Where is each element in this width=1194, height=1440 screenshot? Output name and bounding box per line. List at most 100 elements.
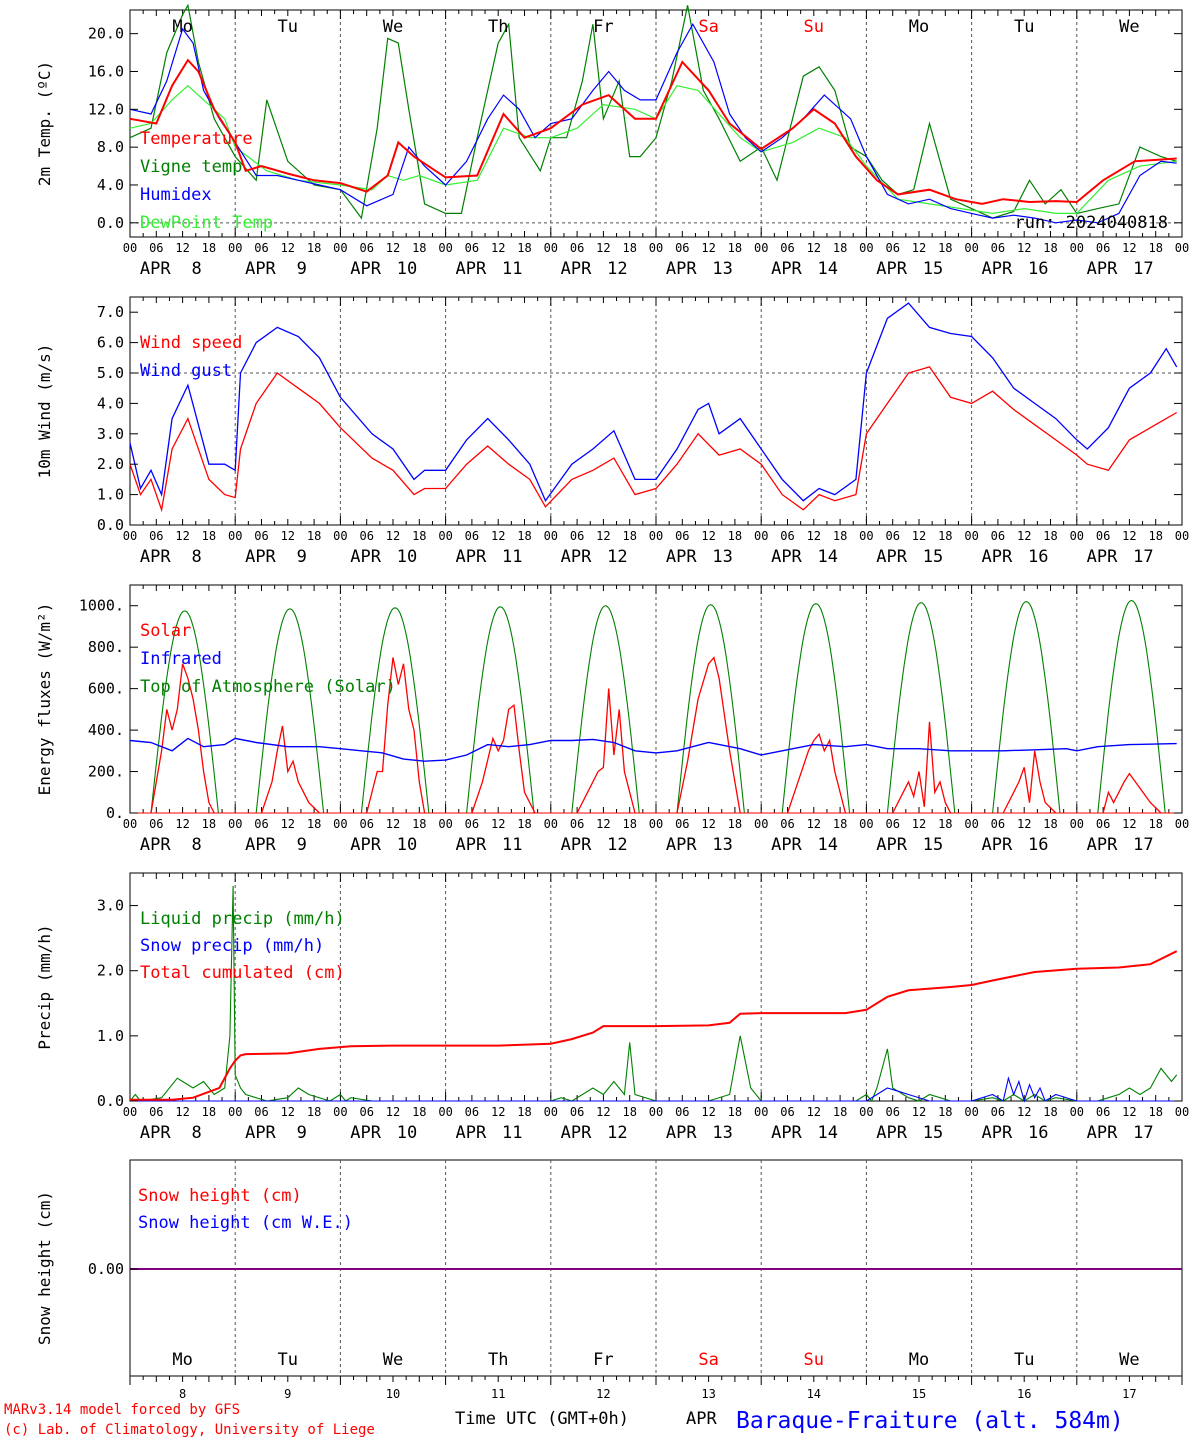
hour-tick-label: 12: [175, 529, 189, 543]
date-day-label: 12: [607, 547, 627, 567]
hour-tick-label: 00: [438, 529, 452, 543]
energy-panel: 00 06 12 18 00 06 12 18 00 06 12 18 00 06 12 18 00 06 12 18…: [35, 584, 1189, 855]
y-tick-label: 400.: [88, 721, 124, 739]
hour-tick-label: 12: [281, 241, 295, 255]
hour-tick-label: 18: [1148, 817, 1162, 831]
hour-tick-label: 12: [491, 241, 505, 255]
series-wind-gust: [129, 302, 1178, 503]
hour-tick-label: 00: [544, 529, 558, 543]
date-day-label: 16: [1028, 835, 1048, 855]
date-month-label: APR: [140, 259, 171, 279]
date-day-label: 8: [191, 835, 201, 855]
hour-tick-label: 18: [517, 241, 531, 255]
hour-tick-label: 18: [1148, 1105, 1162, 1119]
date-day-label: 13: [712, 547, 732, 567]
date-month-label: APR: [666, 1123, 697, 1143]
y-tick-label: 16.0: [88, 62, 124, 80]
date-day-label: 11: [502, 1123, 522, 1143]
date-month-label: APR: [455, 1123, 486, 1143]
series-solar: [471, 703, 536, 814]
hour-tick-label: 00: [333, 529, 347, 543]
hour-tick-label: 00: [649, 241, 663, 255]
series-toa-solar: [571, 605, 640, 814]
hour-tick-label: 12: [807, 241, 821, 255]
hour-tick-label: 06: [465, 241, 479, 255]
hour-tick-label: 00: [1070, 241, 1084, 255]
hour-tick-label: 00: [649, 817, 663, 831]
series-toa-solar: [150, 610, 219, 814]
hour-tick-label: 00: [438, 241, 452, 255]
hour-tick-label: 06: [359, 1105, 373, 1119]
hour-tick-label: 00: [1070, 529, 1084, 543]
hour-tick-label: 06: [254, 817, 268, 831]
date-day-label: 10: [386, 1387, 400, 1401]
precip-panel: 00 06 12 18 00 06 12 18 00 06 12 18 00 06 12 18 00 06 12 18…: [35, 872, 1189, 1143]
series-toa-solar: [992, 601, 1061, 814]
hour-tick-label: 00: [123, 1105, 137, 1119]
run-annotation: run: 2024040818: [1014, 213, 1168, 233]
y-tick-label: 800.: [88, 638, 124, 656]
date-month-label: APR: [666, 835, 697, 855]
date-day-label: 11: [491, 1387, 505, 1401]
hour-tick-label: 18: [202, 529, 216, 543]
hour-tick-label: 06: [780, 241, 794, 255]
hour-tick-label: 00: [1070, 817, 1084, 831]
date-day-label: 17: [1122, 1387, 1136, 1401]
hour-tick-label: 12: [1122, 529, 1136, 543]
y-tick-label: 0.00: [88, 1260, 124, 1278]
hour-tick-label: 12: [596, 241, 610, 255]
date-day-label: 10: [397, 835, 417, 855]
hour-tick-label: 00: [1175, 817, 1189, 831]
date-month-label: APR: [666, 547, 697, 567]
hour-tick-label: 12: [281, 529, 295, 543]
series-toa-solar: [676, 604, 745, 814]
date-day-label: 17: [1133, 835, 1153, 855]
date-day-label: 15: [923, 259, 943, 279]
y-tick-label: 6.0: [97, 334, 124, 352]
weekday-label: Tu: [1014, 1350, 1034, 1370]
credit: (c) Lab. of Climatology, University of L…: [4, 1422, 375, 1438]
hour-tick-label: 06: [991, 529, 1005, 543]
date-month-label: APR: [455, 835, 486, 855]
model-note: MARv3.14 model forced by GFS: [4, 1402, 240, 1418]
hour-tick-label: 12: [596, 817, 610, 831]
hour-tick-label: 06: [885, 817, 899, 831]
legend-entry: Humidex: [140, 185, 212, 205]
date-month-label: APR: [455, 259, 486, 279]
hour-tick-label: 06: [1096, 1105, 1110, 1119]
hour-tick-label: 06: [570, 529, 584, 543]
series-solar: [150, 663, 215, 814]
date-day-label: 15: [923, 1123, 943, 1143]
hour-tick-label: 18: [307, 1105, 321, 1119]
hour-tick-label: 00: [544, 817, 558, 831]
hour-tick-label: 00: [544, 1105, 558, 1119]
date-month-label: APR: [876, 259, 907, 279]
hour-tick-label: 00: [964, 1105, 978, 1119]
hour-tick-label: 18: [517, 1105, 531, 1119]
hour-tick-label: 12: [386, 1105, 400, 1119]
y-tick-label: 7.0: [97, 303, 124, 321]
hour-tick-label: 18: [1043, 241, 1057, 255]
date-month-label: APR: [350, 547, 381, 567]
hour-tick-label: 12: [491, 529, 505, 543]
hour-tick-label: 12: [175, 817, 189, 831]
date-day-label: 8: [179, 1387, 186, 1401]
hour-tick-label: 06: [675, 241, 689, 255]
series-toa-solar: [886, 602, 956, 814]
date-day-label: 16: [1017, 1387, 1031, 1401]
date-day-label: 10: [397, 259, 417, 279]
snow-panel: 0.00 Snow height (cm) Snow height (cm) Snow…: [35, 1159, 1183, 1401]
date-month-label: APR: [876, 835, 907, 855]
series-temperature: [129, 58, 1177, 205]
date-month-label: APR: [245, 1123, 276, 1143]
date-month-label: APR: [1087, 1123, 1118, 1143]
hour-tick-label: 12: [1122, 241, 1136, 255]
legend-entry: Wind gust: [140, 361, 232, 381]
temperature-panel: 00 06 12 18 00 06 12 18 00 06 12 18 00 06 12 18 00 06 12 18…: [35, 3, 1189, 279]
legend-entry: Temperature: [140, 129, 253, 149]
date-day-label: 11: [502, 835, 522, 855]
date-day-label: 14: [818, 1123, 838, 1143]
hour-tick-label: 06: [465, 529, 479, 543]
hour-tick-label: 06: [465, 817, 479, 831]
hour-tick-label: 18: [833, 529, 847, 543]
